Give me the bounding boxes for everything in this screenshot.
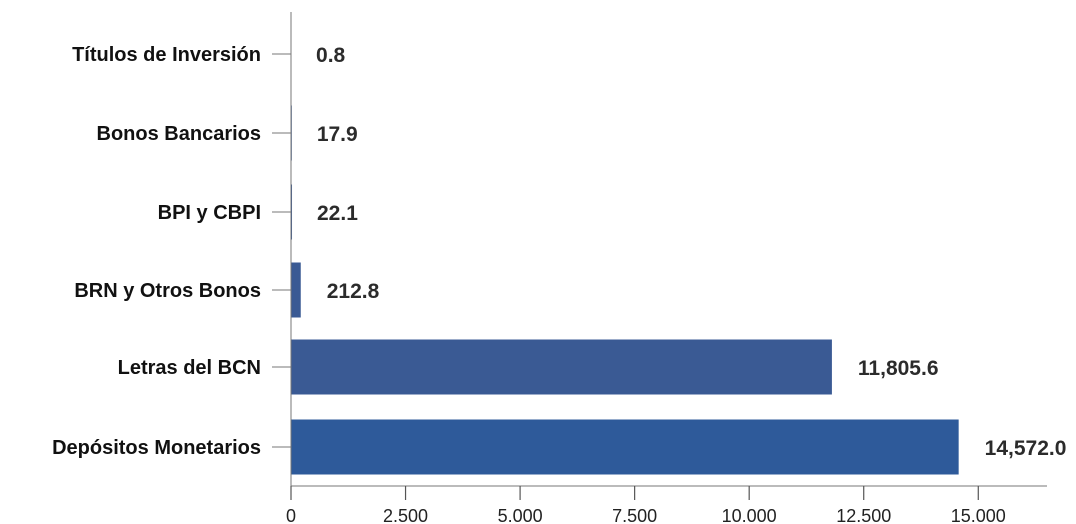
x-tick-label: 15.000 — [951, 506, 1006, 524]
x-tick-label: 12.500 — [836, 506, 891, 524]
value-label: 17.9 — [317, 123, 358, 146]
bar — [291, 339, 832, 395]
x-tick-label: 2.500 — [383, 506, 428, 524]
category-labels: Títulos de Inversión Bonos Bancarios BPI y… — [52, 44, 261, 459]
bar — [291, 184, 293, 240]
category-label: BPI y CBPI — [158, 202, 261, 224]
value-label: 11,805.6 — [858, 357, 939, 380]
category-label: Títulos de Inversión — [72, 44, 261, 66]
x-tick-label: 5.000 — [498, 506, 543, 524]
category-label: Letras del BCN — [118, 357, 261, 379]
value-labels: 0.8 17.9 22.1 212.8 11,805.6 14,572.0 — [316, 44, 1066, 460]
category-label: Depósitos Monetarios — [52, 437, 261, 459]
bars-group — [291, 26, 959, 475]
x-tick-label: 0 — [286, 506, 296, 524]
category-label: BRN y Otros Bonos — [74, 280, 261, 302]
value-label: 22.1 — [317, 202, 358, 225]
value-label: 0.8 — [316, 44, 346, 67]
x-tick-label: 10.000 — [722, 506, 777, 524]
category-label: Bonos Bancarios — [97, 123, 261, 145]
bar — [291, 419, 959, 475]
bar — [291, 262, 301, 318]
value-label: 14,572.0 — [985, 437, 1067, 460]
value-label: 212.8 — [327, 280, 380, 303]
x-tick-label: 7.500 — [612, 506, 657, 524]
axes-group: 0 2.500 5.000 7.500 10.000 12.500 15.000 — [272, 12, 1047, 524]
